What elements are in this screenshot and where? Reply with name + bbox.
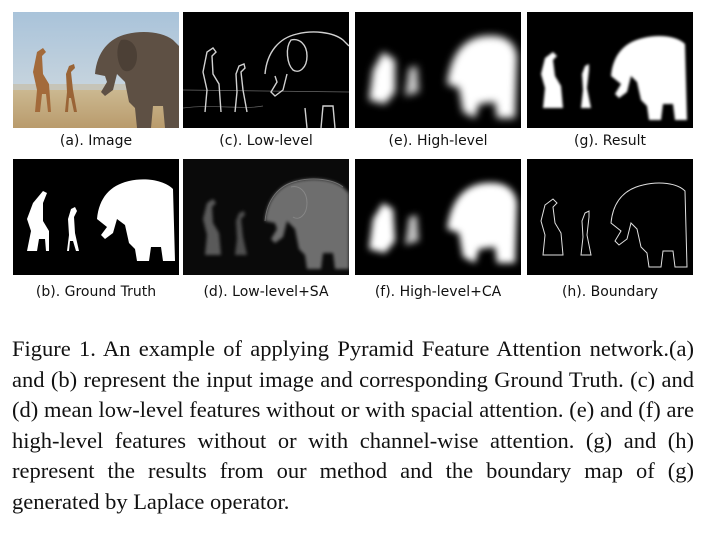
high-level-feature-map bbox=[355, 12, 521, 128]
sub-caption-f: (f). High-level+CA bbox=[374, 284, 502, 300]
sub-caption-b: (b). Ground Truth bbox=[35, 284, 157, 300]
panel-result bbox=[527, 12, 693, 128]
result-saliency-map bbox=[527, 12, 693, 128]
high-level-channel-attention-map bbox=[355, 159, 521, 275]
sub-caption-d: (d). Low-level+SA bbox=[203, 284, 329, 300]
boundary-map bbox=[527, 159, 693, 275]
panel-boundary bbox=[527, 159, 693, 275]
low-level-feature-map bbox=[183, 12, 349, 128]
input-photo-elephant-giraffes bbox=[13, 12, 179, 128]
sub-caption-h: (h). Boundary bbox=[561, 284, 659, 300]
sub-caption-g: (g). Result bbox=[574, 133, 646, 149]
low-level-spatial-attention-map bbox=[183, 159, 349, 275]
panel-image bbox=[13, 12, 179, 128]
ground-truth-mask bbox=[13, 159, 179, 275]
sub-caption-a: (a). Image bbox=[59, 133, 133, 149]
panel-high-level-ca bbox=[355, 159, 521, 275]
panel-ground-truth bbox=[13, 159, 179, 275]
panel-high-level bbox=[355, 12, 521, 128]
panel-low-level-sa bbox=[183, 159, 349, 275]
sub-caption-e: (e). High-level bbox=[388, 133, 488, 149]
sub-caption-c: (c). Low-level bbox=[219, 133, 313, 149]
panel-low-level bbox=[183, 12, 349, 128]
figure-caption: Figure 1. An example of applying Pyramid… bbox=[12, 336, 694, 514]
